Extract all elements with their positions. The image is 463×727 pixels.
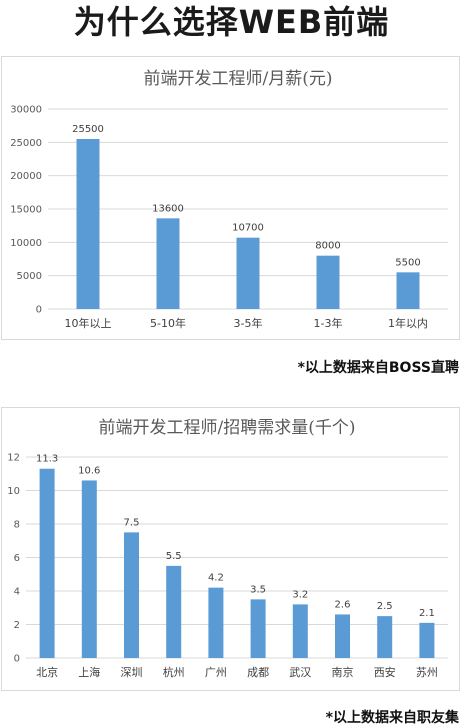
- data-label: 5.5: [166, 551, 182, 562]
- category-label: 深圳: [121, 666, 143, 679]
- data-label: 3.5: [250, 584, 266, 595]
- y-tick-label: 0: [14, 654, 20, 665]
- category-label: 杭州: [163, 665, 185, 679]
- data-label: 25500: [72, 124, 104, 135]
- bar: [396, 272, 420, 309]
- data-label: 13600: [152, 203, 184, 214]
- bar: [316, 255, 340, 309]
- data-label: 10700: [232, 223, 264, 234]
- data-label: 3.2: [292, 589, 308, 600]
- bar: [166, 565, 182, 658]
- bar: [236, 237, 260, 309]
- data-label: 2.1: [419, 608, 435, 619]
- bar: [124, 532, 139, 658]
- y-tick-label: 5000: [17, 271, 42, 282]
- category-label: 成都: [247, 666, 269, 679]
- y-tick-label: 2: [14, 620, 20, 631]
- category-label: 南京: [332, 665, 354, 679]
- bar: [377, 616, 393, 658]
- y-tick-label: 10: [7, 486, 20, 497]
- category-label: 武汉: [289, 666, 311, 679]
- category-label: 苏州: [416, 666, 438, 679]
- bar: [76, 139, 100, 309]
- category-label: 5-10年: [150, 316, 186, 330]
- bar: [156, 218, 180, 309]
- data-label: 10.6: [78, 465, 100, 476]
- category-label: 10年以上: [65, 316, 112, 330]
- data-label: 2.5: [377, 601, 393, 612]
- salary-source-note: *以上数据来自BOSS直聘: [297, 360, 459, 376]
- y-tick-label: 25000: [10, 138, 42, 149]
- category-label: 广州: [205, 666, 227, 679]
- bar: [250, 599, 266, 658]
- bar: [419, 622, 435, 658]
- y-tick-label: 12: [7, 453, 20, 464]
- y-tick-label: 4: [14, 587, 20, 598]
- category-label: 3-5年: [234, 316, 263, 330]
- chart-title: 前端开发工程师/月薪(元): [144, 69, 333, 89]
- bar: [335, 614, 350, 658]
- y-tick-label: 10000: [10, 238, 42, 249]
- bar: [292, 604, 308, 658]
- category-label: 1-3年: [314, 316, 343, 330]
- bar: [81, 480, 97, 658]
- y-tick-label: 8: [14, 520, 20, 531]
- y-tick-label: 20000: [10, 171, 42, 182]
- y-tick-label: 0: [36, 305, 42, 316]
- bar: [208, 587, 224, 658]
- data-label: 11.3: [36, 454, 58, 465]
- category-label: 1年以内: [388, 316, 428, 330]
- data-label: 4.2: [208, 573, 224, 584]
- salary-chart-svg: 前端开发工程师/月薪(元) 0 5000 10000 15000 20000 25000 30…: [10, 69, 448, 330]
- salary-chart: 前端开发工程师/月薪(元) 0 5000 10000 15000 20000 25000 30…: [1, 56, 460, 340]
- category-label: 上海: [78, 665, 100, 679]
- jobs-chart: 前端开发工程师/招聘需求量(千个) 0 2 4 6 8 10 12 11.3 北京 10.6 上海 7.…: [1, 407, 460, 691]
- data-label: 7.5: [124, 517, 140, 528]
- bar: [39, 468, 55, 658]
- page-title: 为什么选择WEB前端: [73, 3, 390, 41]
- y-tick-label: 30000: [10, 105, 42, 116]
- chart-title: 前端开发工程师/招聘需求量(千个): [99, 418, 356, 438]
- y-tick-label: 15000: [10, 205, 42, 216]
- jobs-chart-svg: 前端开发工程师/招聘需求量(千个) 0 2 4 6 8 10 12 11.3 北京 10.6 上海 7.…: [7, 418, 448, 679]
- jobs-source-note: *以上数据来自职友集: [325, 710, 459, 726]
- category-label: 西安: [374, 665, 396, 679]
- data-label: 8000: [315, 241, 340, 252]
- y-tick-label: 6: [14, 553, 20, 564]
- category-label: 北京: [36, 665, 58, 679]
- data-label: 5500: [395, 257, 420, 268]
- data-label: 2.6: [335, 599, 351, 610]
